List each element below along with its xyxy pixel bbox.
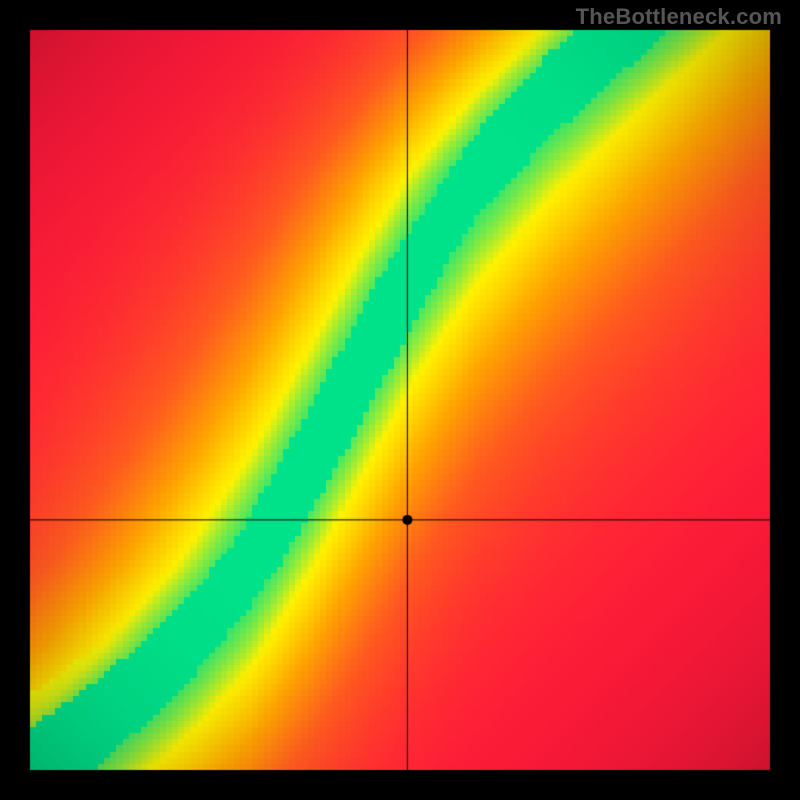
bottleneck-heatmap — [0, 0, 800, 800]
watermark-text: TheBottleneck.com — [576, 4, 782, 30]
